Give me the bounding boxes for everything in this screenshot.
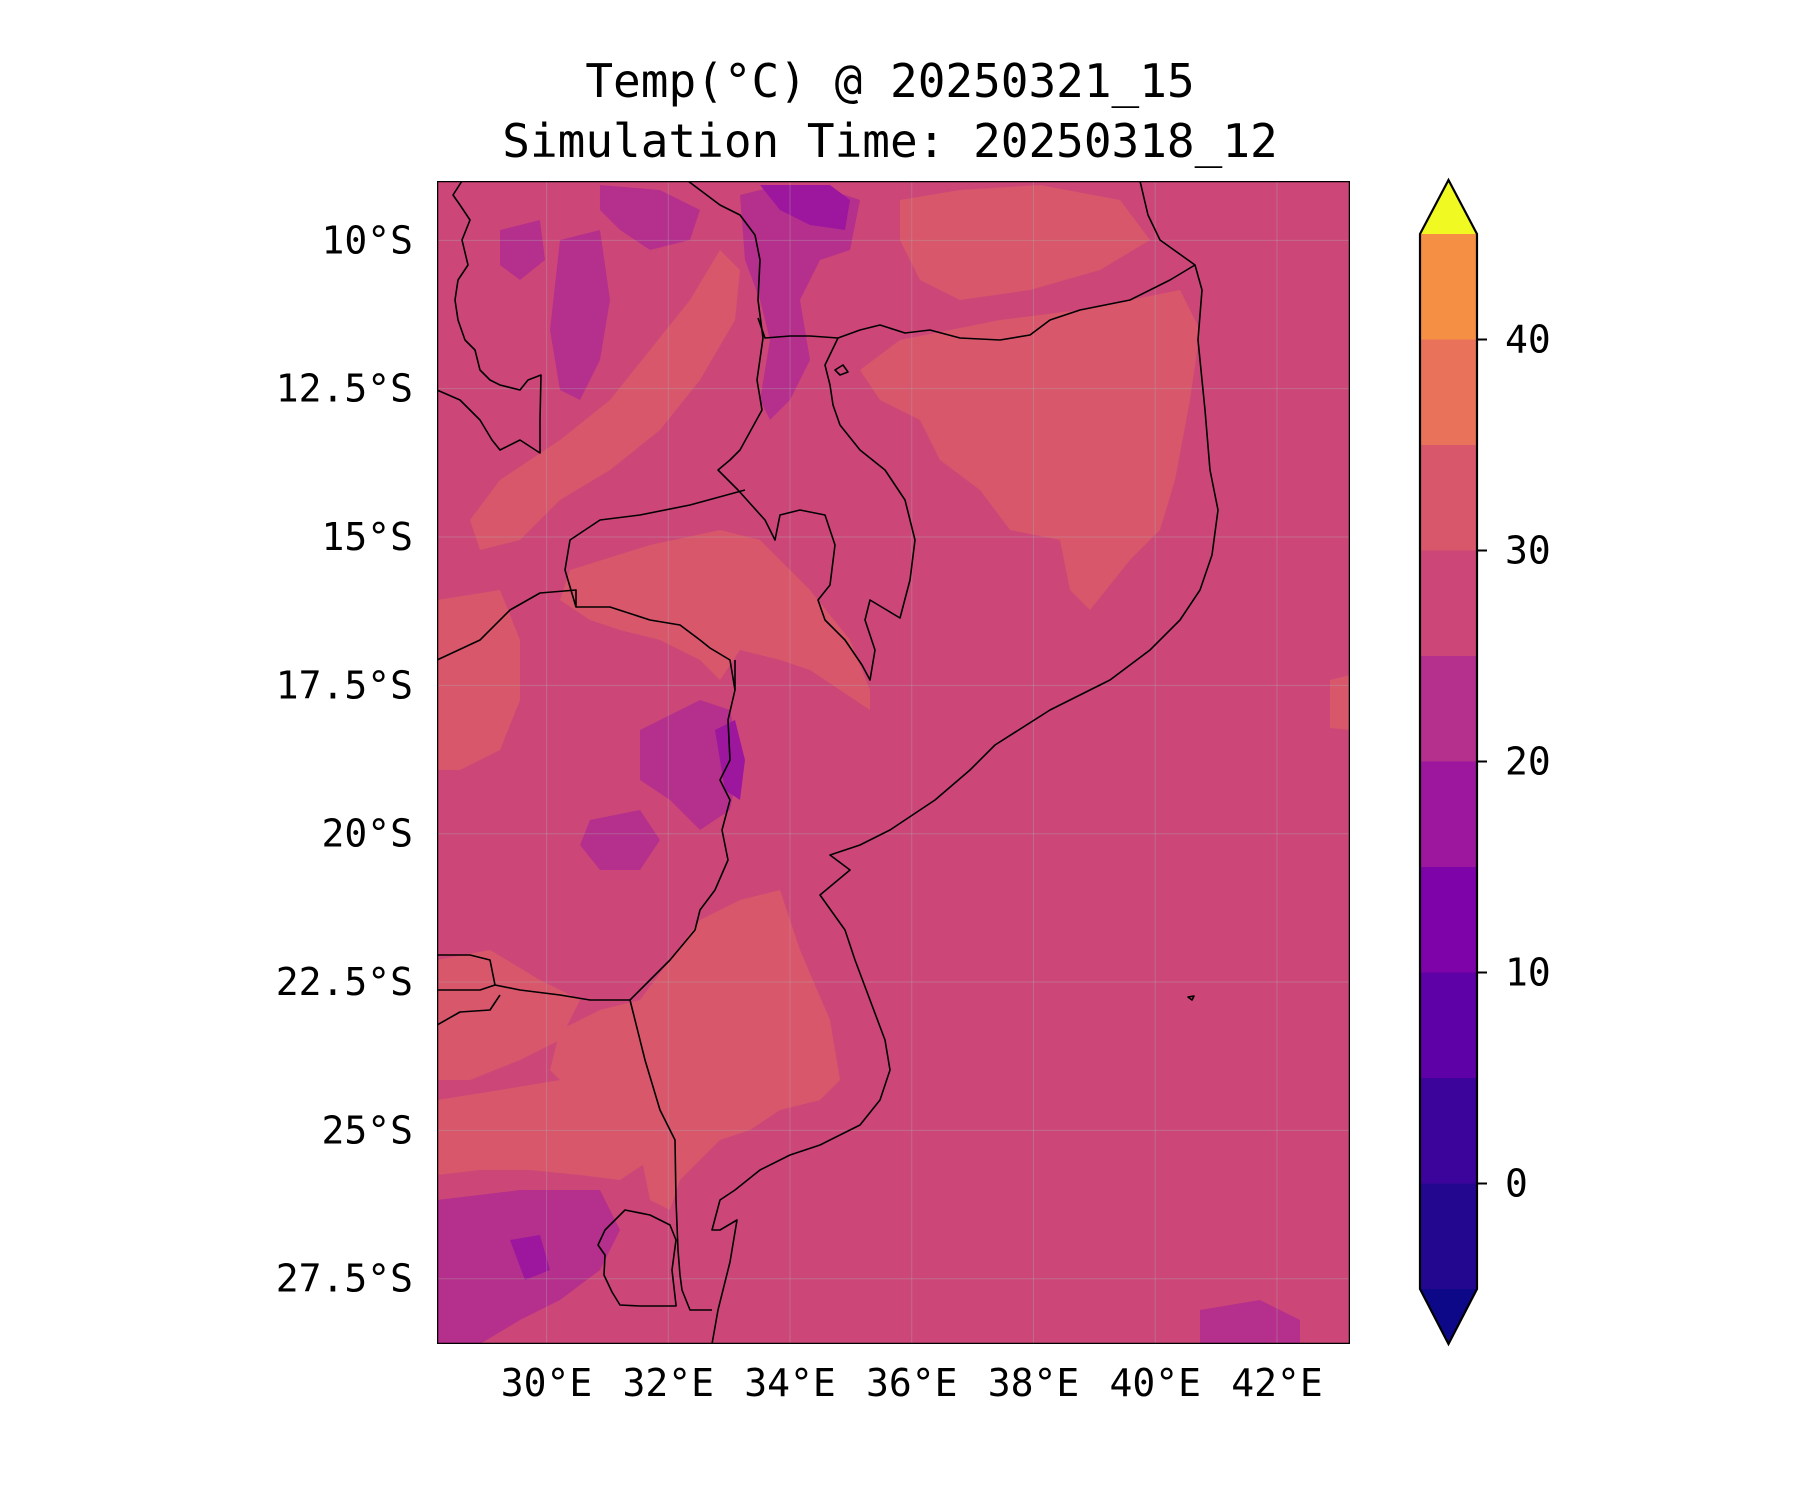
colorbar-extend-low [1420,1289,1477,1344]
warm-region-far-east-coast [1330,675,1350,730]
cool-region-tanzania-southwest [500,220,545,280]
border-tanzania-mozambique [757,264,1196,341]
map-panel [437,181,1350,1344]
colorbar-band [1420,972,1477,1078]
map-title-line-2: Simulation Time: 20250318_12 [502,114,1278,168]
border-eswatini [597,1209,677,1307]
cool-region-zambia-interior [550,230,610,400]
border-drc-zambia [437,181,542,454]
warm-region-southwest [437,950,580,1080]
border-zambia-zimbabwe [437,589,577,661]
cool-region-zimbabwe-central [580,810,660,870]
lon-tick-label: 42°E [1231,1361,1323,1405]
lon-tick-label: 32°E [623,1361,715,1405]
lat-tick-label: 20°S [321,812,413,856]
colorbar-band [1420,445,1477,551]
lon-tick-label: 34°E [744,1361,836,1405]
temperature-colorbar: 0 10 20 30 40 [1418,177,1551,1347]
colorbar-band [1420,656,1477,762]
cool-region-malawi-highlands [740,185,860,420]
border-southafrica-west [437,994,501,1026]
lat-tick-label: 10°S [321,218,413,262]
warm-temperature-regions [437,185,1350,1210]
colorbar-band [1420,339,1477,445]
colorbar-outline [1418,177,1479,1347]
map-axis-ticks: 10°S 12.5°S 15°S 17.5°S 20°S 22.5°S 25°S 27.5°S… [276,218,1323,1405]
cool-region-zimbabwe-east [640,700,740,830]
map-gridlines [437,181,1350,1344]
colorbar-extend-high [1420,180,1477,234]
coastline-east-africa [711,181,1219,1344]
colorbar-tick-label: 30 [1505,529,1551,573]
colorbar-band [1420,761,1477,867]
cold-patch-south [510,1235,550,1280]
border-zimbabwe-southafrica [437,984,630,1001]
border-botswana [437,954,496,986]
colorbar-band [1420,867,1477,973]
cool-region-northern-highlands [600,185,700,250]
cool-region-ocean-south [1200,1300,1300,1344]
warm-region-west-zimbabwe [437,590,520,770]
lon-tick-label: 40°E [1109,1361,1201,1405]
island-small [1187,995,1195,1001]
colorbar-tick-label: 40 [1505,318,1551,362]
lat-tick-label: 27.5°S [276,1257,413,1301]
colorbar-band [1420,1183,1477,1289]
warm-region-eastern-mozambique [860,290,1200,610]
colorbar-band [1420,550,1477,656]
cold-patch-north [760,185,850,230]
lon-tick-label: 38°E [988,1361,1080,1405]
map-title-line-1: Temp(°C) @ 20250321_15 [585,54,1195,108]
border-zimbabwe-mozambique [629,660,736,1001]
border-southafrica-mozambique [629,999,712,1311]
lat-tick-label: 25°S [321,1108,413,1152]
warm-region-north-coast [900,185,1150,300]
warm-region-south-mozambique [550,890,840,1210]
lon-tick-label: 36°E [866,1361,958,1405]
lat-tick-label: 12.5°S [276,367,413,411]
lat-tick-label: 15°S [321,515,413,559]
warm-region-zambia-diagonal [470,250,740,550]
colorbar-tick-label: 10 [1505,951,1551,995]
warm-region-central-mozambique [560,530,870,710]
colorbar-band [1420,1078,1477,1184]
colorbar-tick-label: 20 [1505,740,1551,784]
colorbar-tick-label: 0 [1505,1162,1528,1206]
colorbar-band [1420,234,1477,340]
border-zambia-mozambique [564,489,746,691]
lat-tick-label: 17.5°S [276,663,413,707]
border-malawi-west [687,181,916,681]
lake-malawi-outline [834,364,849,376]
country-borders [437,181,1219,1344]
lon-tick-label: 30°E [501,1361,593,1405]
cool-temperature-regions [437,185,1300,1344]
warm-region-southern-africa [437,1080,650,1180]
lat-tick-label: 22.5°S [276,960,413,1004]
